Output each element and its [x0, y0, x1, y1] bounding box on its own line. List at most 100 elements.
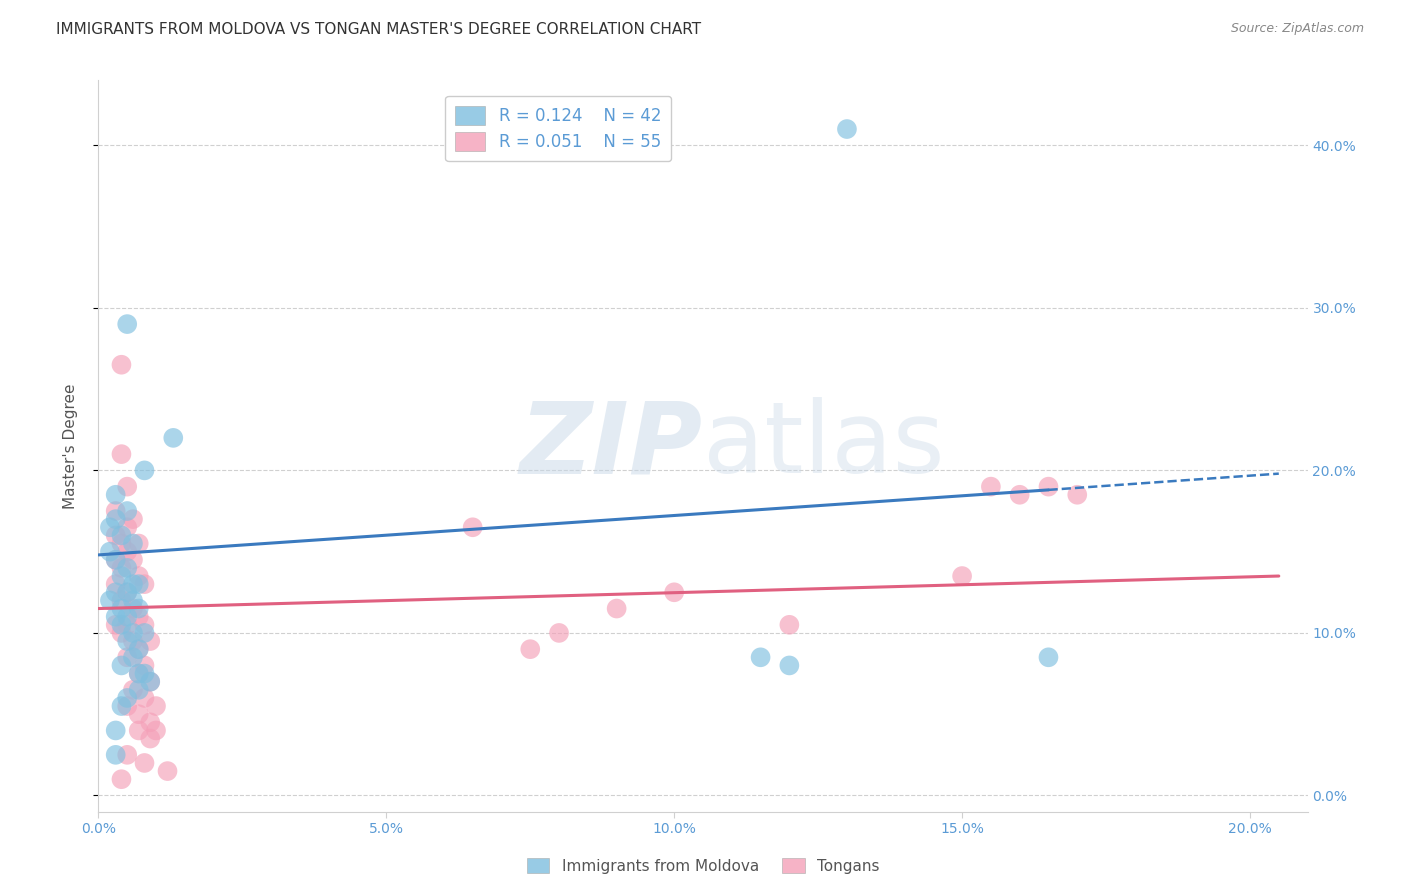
Point [115, 585, 138, 599]
Point [134, 463, 156, 477]
Point [115, 617, 138, 632]
Point [664, 585, 686, 599]
Point [122, 682, 145, 697]
Point [128, 666, 150, 681]
Point [778, 617, 800, 632]
Point [110, 528, 132, 542]
Point [156, 764, 179, 778]
Point [110, 358, 132, 372]
Point [115, 650, 138, 665]
Point [122, 553, 145, 567]
Point [606, 601, 628, 615]
Point [104, 528, 127, 542]
Point [98, 520, 121, 534]
Point [104, 609, 127, 624]
Legend: Immigrants from Moldova, Tongans: Immigrants from Moldova, Tongans [520, 852, 886, 880]
Text: atlas: atlas [703, 398, 945, 494]
Point [110, 536, 132, 550]
Point [115, 480, 138, 494]
Point [104, 488, 127, 502]
Point [145, 723, 167, 738]
Point [110, 569, 132, 583]
Point [134, 577, 156, 591]
Point [98, 544, 121, 558]
Point [134, 756, 156, 770]
Point [122, 601, 145, 615]
Point [950, 569, 973, 583]
Point [104, 553, 127, 567]
Point [122, 650, 145, 665]
Legend: R = 0.124    N = 42, R = 0.051    N = 55: R = 0.124 N = 42, R = 0.051 N = 55 [446, 96, 671, 161]
Point [139, 674, 162, 689]
Point [115, 520, 138, 534]
Point [115, 747, 138, 762]
Point [115, 544, 138, 558]
Point [134, 626, 156, 640]
Point [1038, 650, 1060, 665]
Point [122, 626, 145, 640]
Point [128, 536, 150, 550]
Point [104, 723, 127, 738]
Point [104, 617, 127, 632]
Point [110, 561, 132, 575]
Point [548, 626, 571, 640]
Point [115, 585, 138, 599]
Point [139, 634, 162, 648]
Point [110, 699, 132, 714]
Text: IMMIGRANTS FROM MOLDOVA VS TONGAN MASTER'S DEGREE CORRELATION CHART: IMMIGRANTS FROM MOLDOVA VS TONGAN MASTER… [56, 22, 702, 37]
Point [104, 747, 127, 762]
Y-axis label: Master's Degree: Master's Degree [63, 384, 77, 508]
Point [162, 431, 184, 445]
Point [128, 642, 150, 657]
Point [122, 536, 145, 550]
Point [110, 658, 132, 673]
Point [1066, 488, 1088, 502]
Point [139, 674, 162, 689]
Point [110, 617, 132, 632]
Point [128, 569, 150, 583]
Point [110, 447, 132, 461]
Point [139, 715, 162, 730]
Point [98, 593, 121, 607]
Point [115, 561, 138, 575]
Point [128, 723, 150, 738]
Point [128, 642, 150, 657]
Point [749, 650, 772, 665]
Point [115, 699, 138, 714]
Point [128, 601, 150, 615]
Point [1008, 488, 1031, 502]
Point [835, 122, 858, 136]
Point [104, 585, 127, 599]
Point [122, 512, 145, 526]
Point [104, 512, 127, 526]
Point [128, 682, 150, 697]
Point [134, 666, 156, 681]
Point [115, 634, 138, 648]
Text: Source: ZipAtlas.com: Source: ZipAtlas.com [1230, 22, 1364, 36]
Point [128, 666, 150, 681]
Text: ZIP: ZIP [520, 398, 703, 494]
Point [980, 480, 1002, 494]
Point [104, 553, 127, 567]
Point [139, 731, 162, 746]
Point [128, 609, 150, 624]
Point [122, 577, 145, 591]
Point [128, 577, 150, 591]
Point [1038, 480, 1060, 494]
Point [461, 520, 484, 534]
Point [115, 317, 138, 331]
Point [134, 690, 156, 705]
Point [519, 642, 541, 657]
Point [110, 593, 132, 607]
Point [110, 626, 132, 640]
Point [778, 658, 800, 673]
Point [122, 634, 145, 648]
Point [110, 601, 132, 615]
Point [134, 658, 156, 673]
Point [115, 609, 138, 624]
Point [115, 504, 138, 518]
Point [122, 593, 145, 607]
Point [145, 699, 167, 714]
Point [104, 577, 127, 591]
Point [134, 617, 156, 632]
